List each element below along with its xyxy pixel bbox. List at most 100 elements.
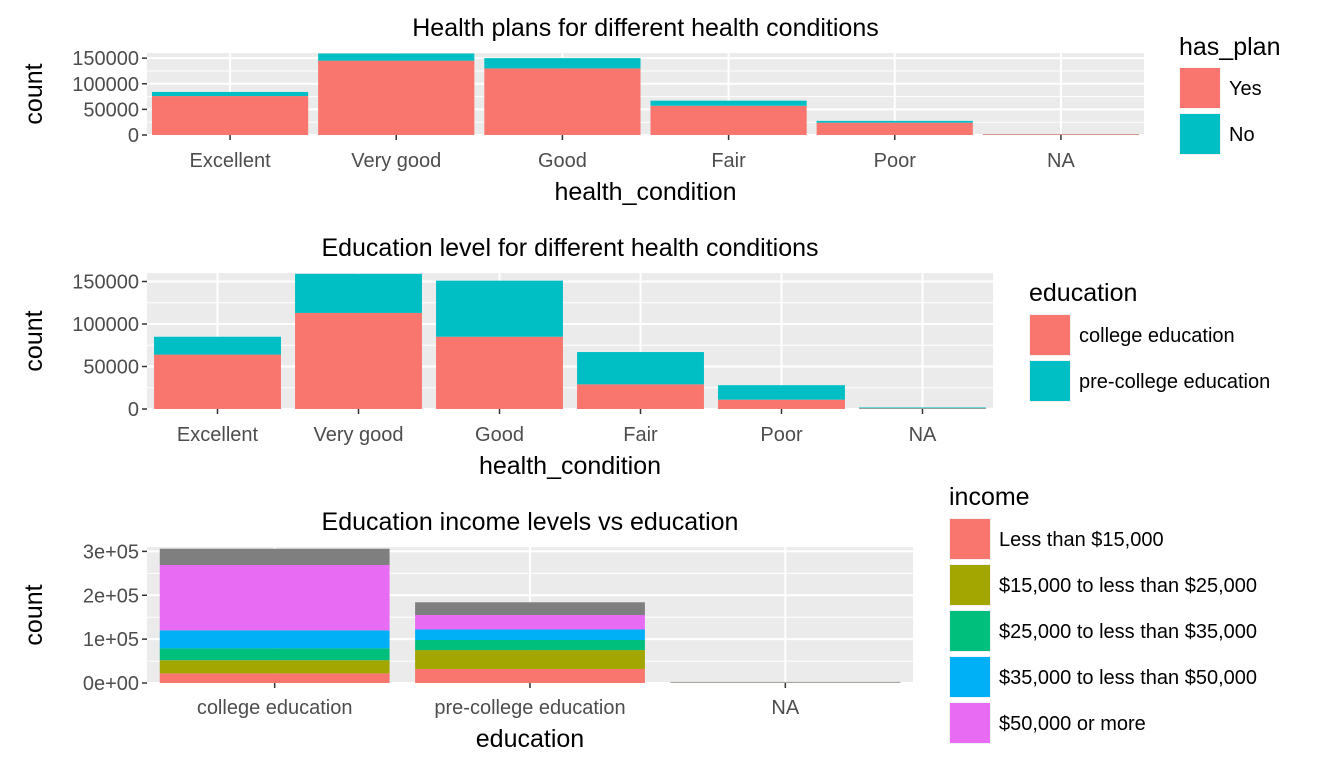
x-tick-label: NA <box>909 424 937 446</box>
legend-label: Less than $15,000 <box>999 529 1164 551</box>
x-tick-label: Good <box>475 424 524 446</box>
bar-segment <box>151 96 309 135</box>
y-tick-label: 2e+05 <box>83 585 139 607</box>
chart-title: Education income levels vs education <box>322 508 739 536</box>
bar-segment <box>859 408 986 409</box>
legend-key-swatch <box>1180 114 1220 154</box>
legend-key-swatch <box>950 703 990 743</box>
legend-label: pre-college education <box>1079 371 1270 393</box>
legend-key-swatch <box>950 565 990 605</box>
bar-segment <box>415 629 645 641</box>
legend-key-swatch <box>950 519 990 559</box>
y-tick-label: 150000 <box>72 272 139 294</box>
bar-segment <box>415 602 645 615</box>
y-axis-label: count <box>20 63 48 124</box>
bar-segment <box>982 134 1140 135</box>
bar-segment <box>159 648 390 661</box>
bar-segment <box>577 352 704 385</box>
y-tick-label: 3e+05 <box>83 541 139 563</box>
bar-segment <box>159 660 390 674</box>
chart-title: Education level for different health con… <box>321 234 818 262</box>
legend-key-swatch <box>950 611 990 651</box>
x-tick-label: NA <box>1047 150 1075 172</box>
bar-segment <box>295 273 422 313</box>
y-tick-label: 0 <box>128 399 139 421</box>
legend-key-swatch <box>950 657 990 697</box>
bar-segment <box>650 100 807 106</box>
bar-segment <box>318 53 475 61</box>
legend-label: college education <box>1079 325 1235 347</box>
legend-title: income <box>949 483 1030 511</box>
legend: education college education pre-college ed… <box>1029 279 1270 402</box>
legend-label: $15,000 to less than $25,000 <box>999 575 1257 597</box>
x-axis-label: health_condition <box>554 178 736 206</box>
x-axis-label: health_condition <box>479 452 661 480</box>
legend: has_plan Yes No <box>1179 33 1280 155</box>
y-tick-label: 1e+05 <box>83 629 139 651</box>
x-tick-label: Excellent <box>190 150 272 172</box>
x-tick-label: Good <box>538 150 587 172</box>
bar-segment <box>415 640 645 651</box>
y-tick-label: 50000 <box>83 357 139 379</box>
bar-segment <box>816 122 973 135</box>
bar-segment <box>154 354 281 409</box>
legend-label: $35,000 to less than $50,000 <box>999 667 1257 689</box>
bar-segment <box>415 668 645 683</box>
bar-segment <box>484 68 641 135</box>
bar-segment <box>415 650 645 669</box>
bar-segment <box>577 384 704 409</box>
chart-panel-1: 0 50000 100000 150000 Excellent Very good Good… <box>20 14 1280 206</box>
legend-label: $25,000 to less than $35,000 <box>999 621 1257 643</box>
x-tick-label: Very good <box>351 150 441 172</box>
bar-segment <box>154 336 281 355</box>
panel-background <box>147 53 1144 135</box>
legend-label: Yes <box>1229 78 1262 100</box>
legend-title: education <box>1029 279 1137 307</box>
bar-segment <box>159 548 390 565</box>
bar-segment <box>436 336 563 409</box>
chart-title: Health plans for different health condit… <box>412 14 879 42</box>
bar-segment <box>159 564 390 631</box>
bar-segment <box>295 312 422 409</box>
chart-panel-3: 0e+00 1e+05 2e+05 3e+05 college education pre… <box>20 483 1257 753</box>
legend: income Less than $15,000 $15,000 to less t… <box>949 483 1257 744</box>
panel-background <box>147 273 993 409</box>
x-axis-label: education <box>476 725 584 753</box>
y-tick-label: 100000 <box>72 314 139 336</box>
x-tick-label: Fair <box>623 424 658 446</box>
x-tick-label: NA <box>771 697 799 719</box>
x-tick-label: Fair <box>711 150 746 172</box>
y-tick-label: 100000 <box>72 74 139 96</box>
bar-segment <box>415 615 645 630</box>
x-tick-label: Excellent <box>177 424 259 446</box>
y-tick-label: 150000 <box>72 48 139 70</box>
y-axis-label: count <box>20 310 48 371</box>
bar-segment <box>159 673 390 683</box>
x-tick-label: Poor <box>874 150 917 172</box>
bar-segment <box>650 105 807 135</box>
legend-key-swatch <box>1030 361 1070 401</box>
bar-segment <box>859 407 986 409</box>
x-tick-label: Very good <box>313 424 403 446</box>
y-tick-label: 0 <box>128 125 139 147</box>
y-axis-label: count <box>20 584 48 645</box>
bar-segment <box>318 60 475 135</box>
bar-segment <box>151 91 309 97</box>
bar-segment <box>718 399 845 409</box>
y-tick-label: 0e+00 <box>83 673 139 695</box>
legend-key-swatch <box>1030 315 1070 355</box>
bar-segment <box>159 630 390 649</box>
bar-segment <box>718 385 845 400</box>
legend-label: No <box>1229 124 1255 146</box>
chart-panel-2: 0 50000 100000 150000 Excellent Very good Good… <box>20 234 1270 480</box>
legend-label: $50,000 or more <box>999 713 1146 735</box>
bar-segment <box>484 58 641 69</box>
bar-segment <box>816 120 973 123</box>
x-tick-label: Poor <box>760 424 803 446</box>
x-tick-label: pre-college education <box>434 697 625 719</box>
x-tick-label: college education <box>197 697 353 719</box>
legend-title: has_plan <box>1179 33 1280 61</box>
legend-key-swatch <box>1180 68 1220 108</box>
y-tick-label: 50000 <box>83 99 139 121</box>
